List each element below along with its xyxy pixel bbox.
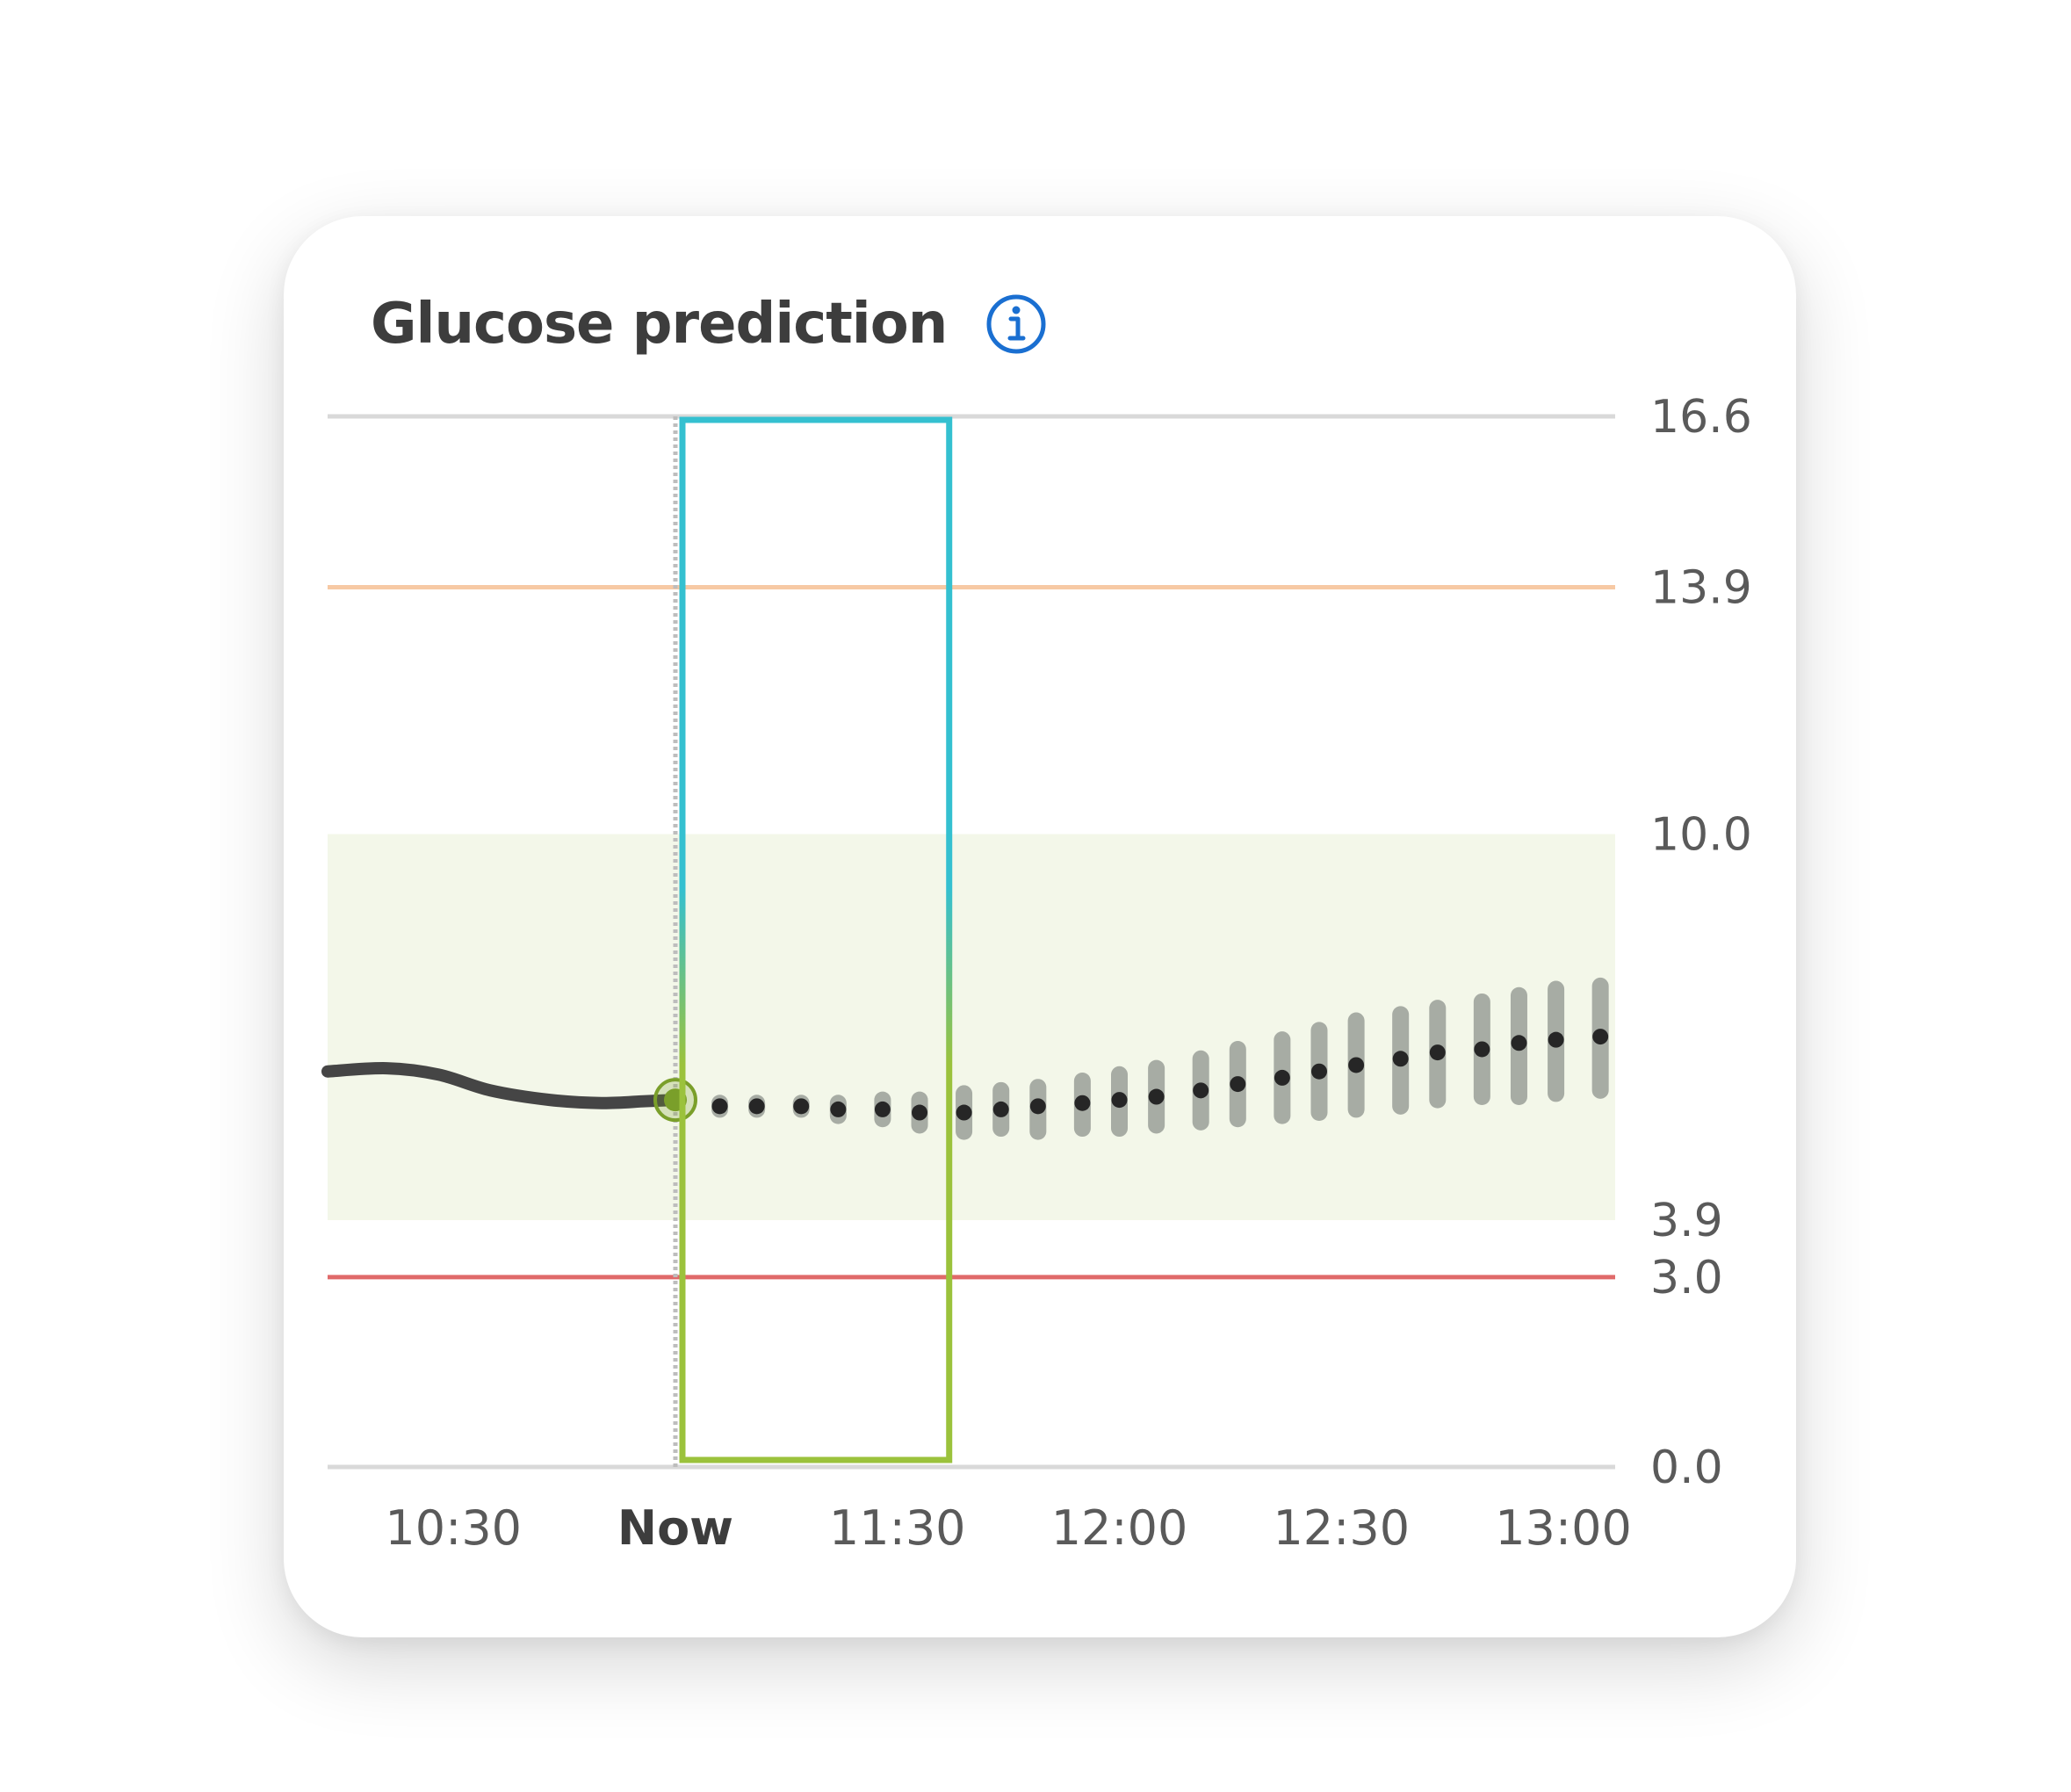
prediction-point — [1511, 1035, 1527, 1051]
x-tick-label-now: Now — [617, 1500, 733, 1556]
prediction-point — [874, 1101, 891, 1117]
y-tick-label: 10.0 — [1650, 809, 1752, 862]
target-range-band — [328, 834, 1615, 1221]
y-tick-label: 0.0 — [1650, 1442, 1723, 1494]
highlight-window — [679, 416, 953, 1463]
x-tick-label: 12:30 — [1273, 1500, 1410, 1556]
prediction-point — [992, 1101, 1009, 1117]
prediction-point — [748, 1098, 765, 1115]
x-tick-label: 12:00 — [1051, 1500, 1188, 1556]
prediction-point — [1274, 1069, 1290, 1086]
prediction-point — [1111, 1092, 1128, 1109]
info-icon[interactable] — [985, 293, 1047, 355]
x-tick-label: 13:00 — [1495, 1500, 1632, 1556]
y-tick-label: 3.0 — [1650, 1252, 1723, 1304]
prediction-point — [1474, 1041, 1490, 1058]
prediction-point — [912, 1104, 928, 1121]
glucose-prediction-card: Glucose prediction 16.6 13.9 10.0 3.9 3.0 0.0… — [284, 216, 1796, 1637]
prediction-point — [1074, 1095, 1091, 1111]
prediction-point — [1348, 1057, 1365, 1073]
card-title: Glucose prediction — [371, 292, 948, 357]
prediction-point — [793, 1098, 810, 1115]
prediction-point — [830, 1101, 847, 1117]
prediction-point — [1193, 1082, 1209, 1099]
prediction-point — [1392, 1051, 1409, 1067]
card-header: Glucose prediction — [371, 292, 1047, 357]
x-tick-label: 10:30 — [385, 1500, 522, 1556]
glucose-chart: 16.6 13.9 10.0 3.93.0 0.0 10:30 Now 11:30 12:00… — [321, 391, 1752, 1556]
prediction-point — [711, 1098, 728, 1115]
prediction-point — [956, 1104, 972, 1121]
x-tick-label: 11:30 — [829, 1500, 966, 1556]
prediction-point — [1310, 1063, 1327, 1080]
y-tick-label: 3.9 — [1650, 1195, 1723, 1247]
prediction-point — [1029, 1098, 1046, 1115]
y-tick-label: 16.6 — [1650, 391, 1752, 444]
prediction-point — [1592, 1029, 1609, 1045]
prediction-point — [1230, 1076, 1246, 1093]
prediction-point — [1548, 1031, 1564, 1048]
prediction-point — [1429, 1044, 1446, 1061]
prediction-point — [1148, 1088, 1165, 1105]
glucose-history-line — [321, 1062, 682, 1109]
y-tick-label: 13.9 — [1650, 562, 1752, 615]
